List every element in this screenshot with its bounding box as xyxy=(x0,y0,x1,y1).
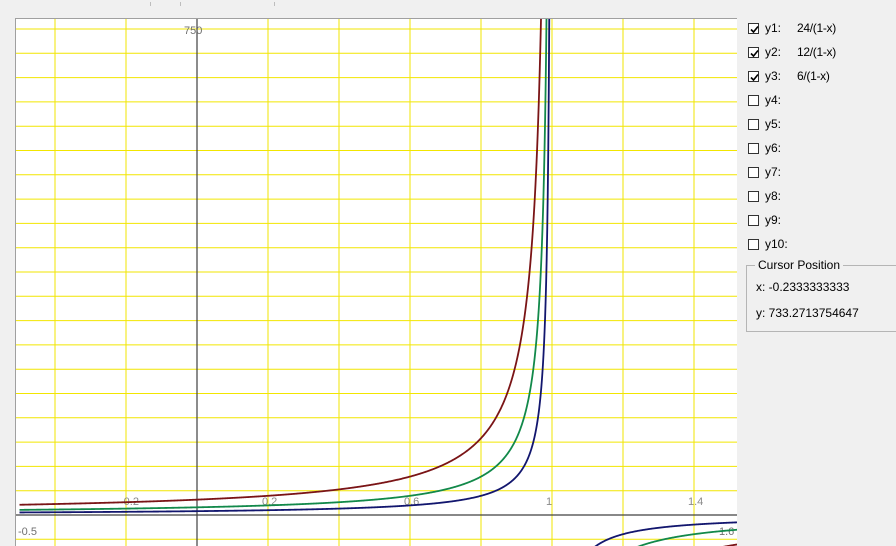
function-row-y7: y7: xyxy=(748,162,797,182)
function-label: y1: xyxy=(765,21,782,35)
function-row-y9: y9: xyxy=(748,210,797,230)
check-mark-icon xyxy=(750,49,759,57)
function-row-y10: y10: xyxy=(748,234,797,254)
graph-canvas[interactable]: 750 -0.2 0.2 0.6 1 1.4 -0.5 1.6 xyxy=(16,19,737,546)
function-row-y8: y8: xyxy=(748,186,797,206)
function-label: y10: xyxy=(765,237,788,251)
function-expression[interactable]: 12/(1-x) xyxy=(797,45,836,59)
curve-y3-right-branch xyxy=(594,521,737,546)
function-checkbox-y9[interactable] xyxy=(748,214,759,226)
function-checkbox-y8[interactable] xyxy=(748,190,759,202)
function-checkbox-y10[interactable] xyxy=(748,238,759,250)
x-tick-label: 1.4 xyxy=(688,496,703,508)
check-mark-icon xyxy=(750,25,759,33)
function-label: y4: xyxy=(765,93,782,107)
graph-plot-area[interactable]: 750 -0.2 0.2 0.6 1 1.4 -0.5 1.6 xyxy=(15,18,737,546)
function-checkbox-y7[interactable] xyxy=(748,166,759,178)
function-row-y6: y6: xyxy=(748,138,797,158)
toolbar-tick xyxy=(274,2,275,6)
function-checkbox-y3[interactable] xyxy=(748,70,759,82)
function-label: y3: xyxy=(765,69,782,83)
function-expression[interactable]: 24/(1-x) xyxy=(797,21,836,35)
cursor-x-readout: x: -0.2333333333 xyxy=(756,280,850,294)
function-label: y7: xyxy=(765,165,782,179)
function-checkbox-y2[interactable] xyxy=(748,46,759,58)
cursor-y-readout: y: 733.2713754647 xyxy=(756,306,859,320)
curve-y2-left-branch xyxy=(19,19,548,511)
cursor-position-group: Cursor Position x: -0.2333333333 y: 733.… xyxy=(746,258,896,332)
x-tick-label: 1 xyxy=(546,496,552,508)
toolbar-tick xyxy=(180,2,181,6)
function-checkbox-y4[interactable] xyxy=(748,94,759,106)
check-mark-icon xyxy=(750,73,759,81)
y-axis-top-label: 750 xyxy=(184,25,202,37)
x-edge-label-left: -0.5 xyxy=(18,526,37,538)
function-label: y5: xyxy=(765,117,782,131)
function-row-y4: y4: xyxy=(748,90,797,110)
curve-y2-right-branch xyxy=(637,528,737,546)
toolbar-tick xyxy=(150,2,151,6)
curve-y1-right-branch xyxy=(722,543,737,546)
x-edge-label-right: 1.6 xyxy=(719,526,734,538)
function-expression[interactable]: 6/(1-x) xyxy=(797,69,830,83)
function-label: y2: xyxy=(765,45,782,59)
curve-y1-left-branch xyxy=(19,19,542,506)
function-checkbox-y5[interactable] xyxy=(748,118,759,130)
function-checkbox-y1[interactable] xyxy=(748,22,759,34)
function-label: y9: xyxy=(765,213,782,227)
function-row-y3: y3: 6/(1-x) xyxy=(748,66,830,86)
function-label: y8: xyxy=(765,189,782,203)
function-row-y5: y5: xyxy=(748,114,797,134)
top-toolbar-strip xyxy=(0,0,896,8)
function-row-y1: y1: 24/(1-x) xyxy=(748,18,836,38)
function-side-panel: y1: 24/(1-x) y2: 12/(1-x) y3: 6/(1-x) y4: y5: y6… xyxy=(741,18,896,545)
function-checkbox-y6[interactable] xyxy=(748,142,759,154)
curve-y3-left-branch xyxy=(19,19,551,514)
function-row-y2: y2: 12/(1-x) xyxy=(748,42,836,62)
function-label: y6: xyxy=(765,141,782,155)
cursor-position-legend: Cursor Position xyxy=(755,258,844,272)
